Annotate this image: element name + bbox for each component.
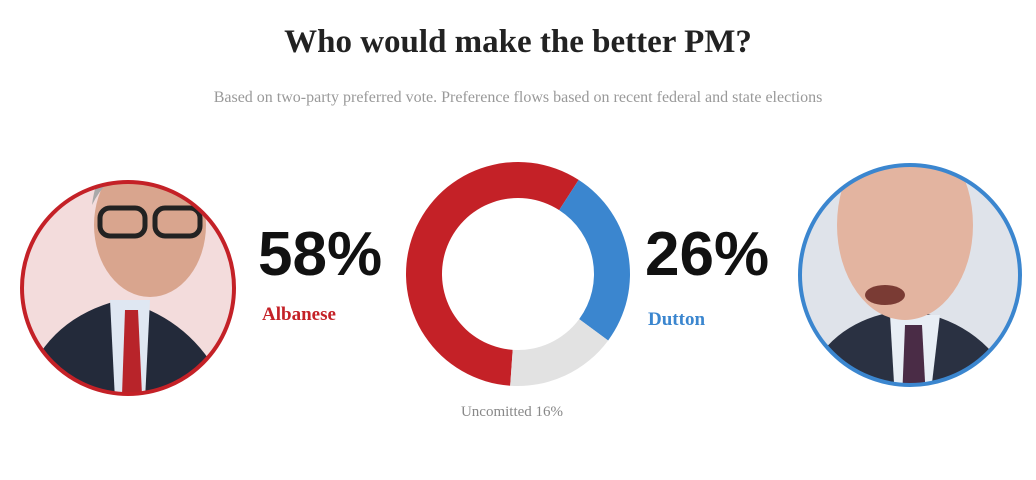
- uncommitted-percent: 16%: [536, 404, 564, 420]
- dutton-percent: 26%: [645, 220, 769, 289]
- albanese-percent: 58%: [258, 220, 382, 289]
- donut-segment: [406, 162, 579, 386]
- donut-segment: [559, 179, 631, 341]
- dutton-label: Dutton: [648, 309, 705, 330]
- uncommitted-label: Uncomitted 16%: [461, 404, 563, 420]
- dutton-portrait: [798, 163, 1022, 387]
- albanese-portrait: [20, 180, 236, 396]
- chart-title: Who would make the better PM?: [284, 24, 752, 60]
- albanese-label: Albanese: [262, 304, 336, 325]
- donut-segment: [510, 319, 609, 386]
- donut: [406, 162, 631, 386]
- uncommitted-name: Uncomitted: [461, 404, 532, 420]
- chart-subtitle: Based on two-party preferred vote. Prefe…: [214, 89, 823, 106]
